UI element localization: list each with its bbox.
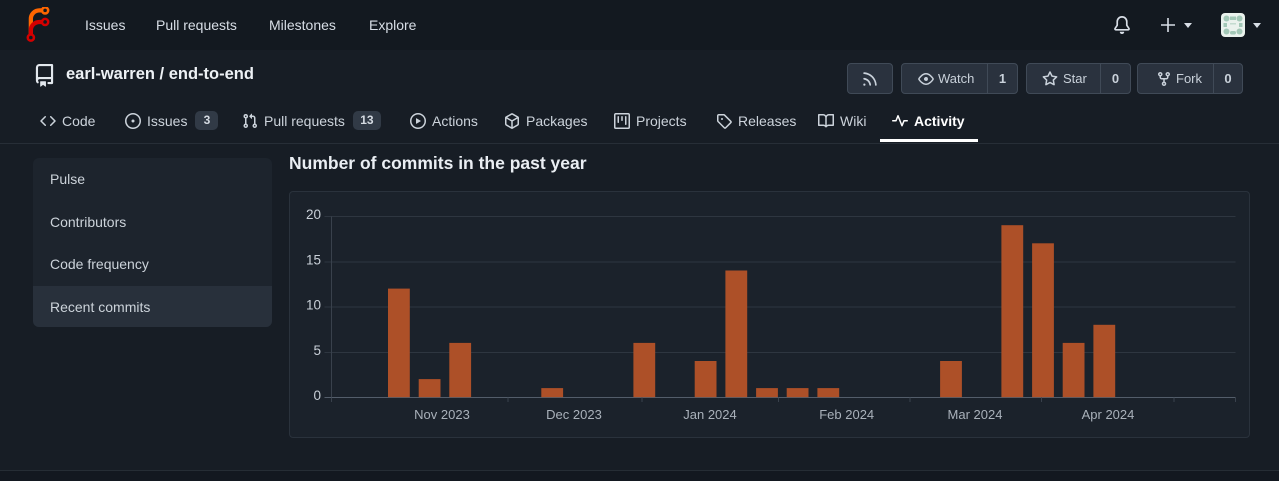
svg-text:Jan 2024: Jan 2024 xyxy=(683,407,737,422)
svg-text:0: 0 xyxy=(313,388,321,403)
svg-text:20: 20 xyxy=(306,207,321,222)
svg-text:Mar 2024: Mar 2024 xyxy=(948,407,1003,422)
svg-text:15: 15 xyxy=(306,253,321,268)
svg-text:10: 10 xyxy=(306,298,321,313)
svg-text:5: 5 xyxy=(313,343,321,358)
svg-text:Dec 2023: Dec 2023 xyxy=(546,407,602,422)
svg-text:Feb 2024: Feb 2024 xyxy=(819,407,874,422)
svg-text:Nov 2023: Nov 2023 xyxy=(414,407,470,422)
svg-text:Apr 2024: Apr 2024 xyxy=(1082,407,1135,422)
